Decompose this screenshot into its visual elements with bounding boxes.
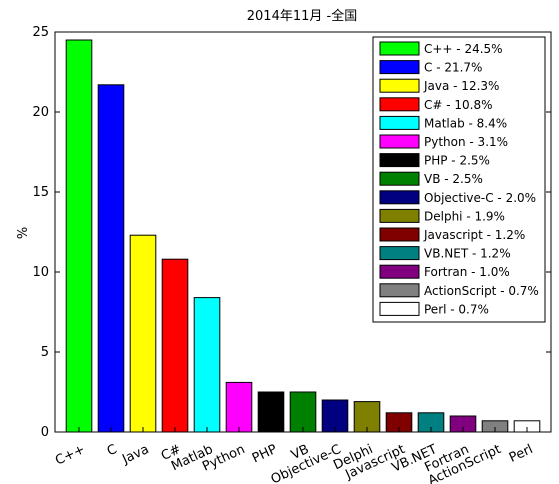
legend-entry: Java - 12.3% (423, 79, 499, 93)
legend-swatch (379, 97, 420, 112)
bar-c- (161, 258, 189, 433)
legend-entry: ActionScript - 0.7% (424, 284, 539, 298)
legend-swatch (379, 60, 420, 75)
legend-swatch (379, 153, 420, 168)
bar-vb (289, 391, 317, 433)
y-tick-label: 15 (32, 185, 49, 200)
legend-swatch (379, 171, 420, 186)
legend-swatch (379, 283, 420, 298)
legend-entry: C++ - 24.5% (424, 42, 503, 56)
legend-swatch (379, 264, 420, 279)
legend-swatch (379, 134, 420, 149)
y-tick-label: 5 (41, 345, 49, 360)
legend-swatch (379, 78, 420, 93)
legend-entry: VB - 2.5% (424, 172, 483, 186)
bar-c (97, 84, 125, 433)
legend-entry: Objective-C - 2.0% (424, 191, 536, 205)
legend-entry: Python - 3.1% (424, 135, 508, 149)
legend-swatch (379, 301, 420, 316)
legend-entry: PHP - 2.5% (424, 154, 490, 168)
legend-swatch (379, 115, 420, 130)
legend-entry: Javascript - 1.2% (423, 228, 525, 242)
bar-java (129, 234, 157, 433)
y-tick-label: 20 (32, 105, 49, 120)
legend-entry: VB.NET - 1.2% (424, 247, 511, 261)
y-axis-label: % (16, 227, 31, 239)
bar-php (257, 391, 285, 433)
y-tick-label: 0 (41, 425, 49, 440)
y-tick-label: 10 (32, 265, 49, 280)
bar-delphi (353, 401, 381, 433)
bar-python (225, 381, 253, 433)
legend-entry: Perl - 0.7% (424, 302, 489, 316)
legend-swatch (379, 246, 420, 261)
y-tick-label: 25 (32, 25, 49, 40)
legend-entry: Delphi - 1.9% (424, 209, 505, 223)
legend-entry: Fortran - 1.0% (424, 265, 510, 279)
legend-swatch (379, 227, 420, 242)
x-tick-label: VB (289, 442, 311, 463)
chart-title: 2014年11月 -全国 (247, 8, 357, 24)
bar-c- (65, 39, 93, 433)
legend-swatch (379, 41, 420, 56)
legend-entry: C# - 10.8% (424, 98, 493, 112)
legend-swatch (379, 208, 420, 223)
legend-swatch (379, 190, 420, 205)
legend: C++ - 24.5% C - 21.7% Java - 12.3% C# - 10.… (372, 36, 546, 323)
legend-entry: Matlab - 8.4% (424, 116, 507, 130)
bar-matlab (193, 297, 221, 433)
legend-entry: C - 21.7% (424, 61, 482, 75)
